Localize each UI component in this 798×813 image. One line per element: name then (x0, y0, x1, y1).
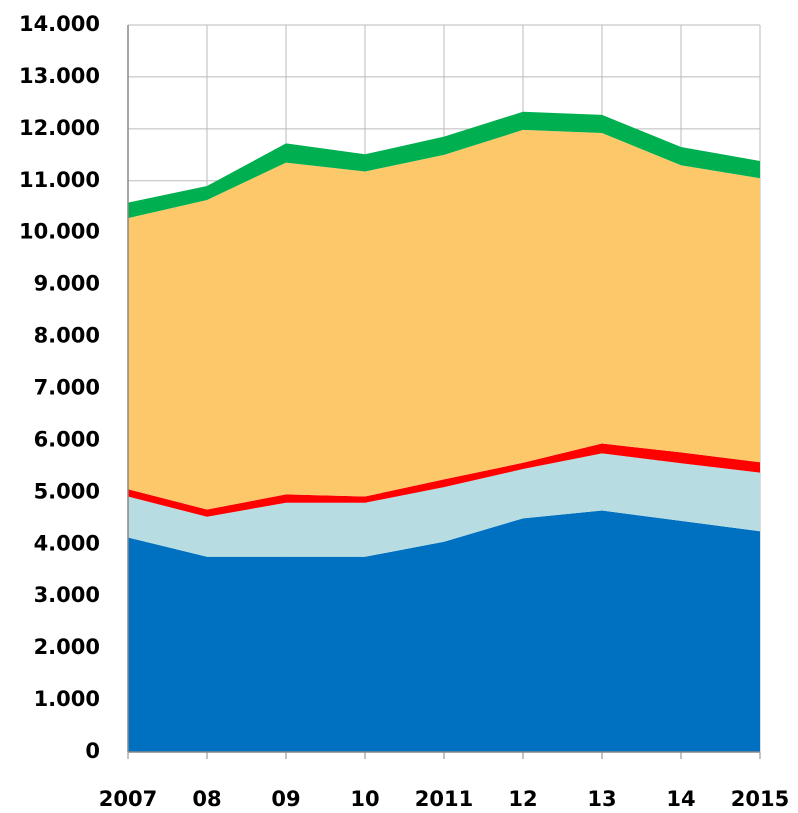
x-tick-label: 2007 (99, 787, 157, 811)
y-tick-label: 7.000 (34, 376, 100, 400)
area (128, 111, 760, 219)
x-tick-label: 2015 (731, 787, 789, 811)
x-tick-label: 12 (508, 787, 537, 811)
y-tick-label: 6.000 (34, 427, 100, 451)
x-tick-label: 14 (666, 787, 695, 811)
y-tick-label: 5.000 (34, 479, 100, 503)
y-tick-label: 8.000 (34, 324, 100, 348)
y-tick-label: 4.000 (34, 531, 100, 555)
y-tick-label: 12.000 (19, 116, 100, 140)
x-tick-label: 13 (587, 787, 616, 811)
x-tick-label: 10 (350, 787, 379, 811)
y-tick-label: 14.000 (19, 12, 100, 36)
y-tick-label: 1.000 (34, 687, 100, 711)
area (128, 443, 760, 517)
x-tick-label: 2011 (415, 787, 473, 811)
area (128, 453, 760, 557)
area (128, 129, 760, 510)
y-tick-label: 10.000 (19, 220, 100, 244)
y-tick-label: 2.000 (34, 635, 100, 659)
y-tick-label: 0 (85, 739, 100, 763)
x-tick-label: 08 (192, 787, 221, 811)
y-tick-label: 9.000 (34, 272, 100, 296)
y-tick-label: 13.000 (19, 64, 100, 88)
x-tick-label: 09 (271, 787, 300, 811)
area (128, 510, 760, 752)
y-tick-label: 3.000 (34, 583, 100, 607)
y-tick-label: 11.000 (19, 168, 100, 192)
